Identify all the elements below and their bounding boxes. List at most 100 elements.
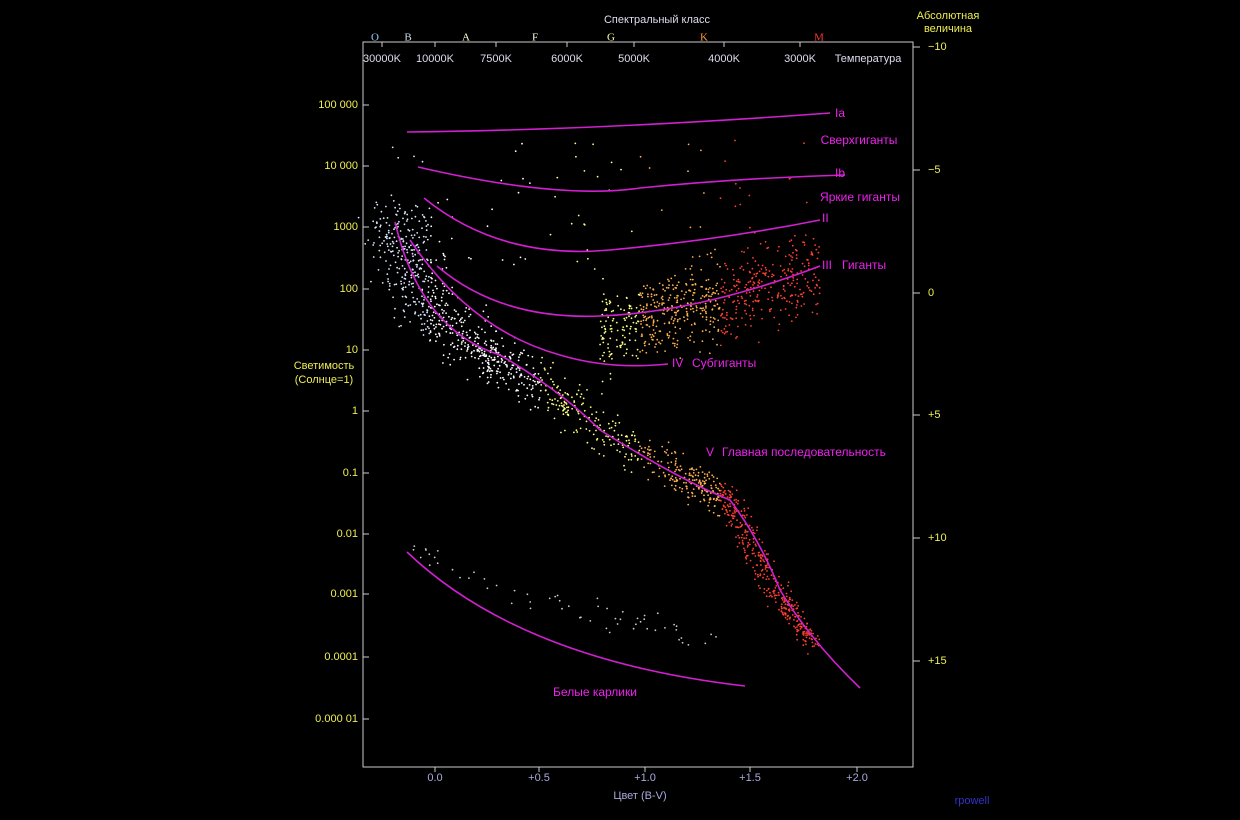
star [676,466,679,469]
star [488,370,491,373]
star [649,449,652,451]
plot-frame [362,41,914,768]
star [753,570,756,572]
star [790,271,793,273]
star [395,283,398,286]
star [684,472,687,475]
star [675,629,678,631]
star [574,142,577,145]
star [766,575,769,578]
star [685,291,687,294]
star [466,378,469,381]
star [392,296,394,299]
star [765,269,768,271]
temperature-tick-label: 4000K [708,53,740,65]
star [674,470,676,473]
star [589,620,592,622]
star [797,629,799,632]
star [808,637,811,639]
star [432,289,434,292]
star [547,393,549,396]
star [779,265,782,267]
star [813,273,815,276]
star [567,409,569,412]
star [701,489,703,492]
star [766,566,768,569]
star [744,309,746,312]
star [484,355,487,358]
star [644,446,646,449]
star [645,351,648,354]
star [406,271,408,274]
star [667,287,670,289]
star [793,619,795,621]
star [673,450,676,453]
curve-ia [406,112,831,133]
star [425,275,428,278]
star [628,442,631,445]
star [427,223,429,226]
star [387,249,390,252]
star [816,313,818,315]
star [685,482,687,484]
star [699,500,702,503]
star [792,279,795,282]
star [415,263,418,266]
star [683,319,686,322]
star [722,286,725,288]
star [751,526,753,529]
star [381,242,384,245]
star [546,401,549,404]
star [757,281,760,283]
star [789,598,792,601]
star [720,499,722,502]
star [483,350,486,353]
star [433,327,436,330]
star [583,170,586,172]
star [732,515,735,517]
star [752,529,754,531]
star [621,610,624,613]
star [683,297,685,300]
star [538,397,541,399]
star [457,313,460,316]
star [738,537,741,539]
star [804,278,807,280]
star [436,335,438,338]
star [519,256,522,259]
star [700,307,703,310]
star [703,494,705,497]
star [517,359,520,362]
star [751,277,753,280]
star [741,539,744,542]
star [493,356,496,359]
star [707,278,710,281]
star [449,332,452,334]
star [796,304,798,306]
star [690,305,692,308]
star [414,271,416,274]
star [735,337,737,339]
star [621,334,624,337]
star [734,139,736,142]
star [440,299,443,302]
star [666,333,669,335]
star [676,296,678,299]
star [722,316,724,319]
star [651,333,654,336]
star [400,258,403,261]
star [715,486,718,489]
star [754,299,757,302]
star [791,294,793,297]
star [704,310,707,313]
star [555,404,558,406]
star [447,356,450,359]
star [675,346,678,349]
star [433,305,436,308]
star [728,496,731,499]
star [534,380,536,383]
star [482,371,485,374]
star [531,355,534,358]
left-tick-label: 10 000 [324,160,358,172]
star [663,313,666,315]
